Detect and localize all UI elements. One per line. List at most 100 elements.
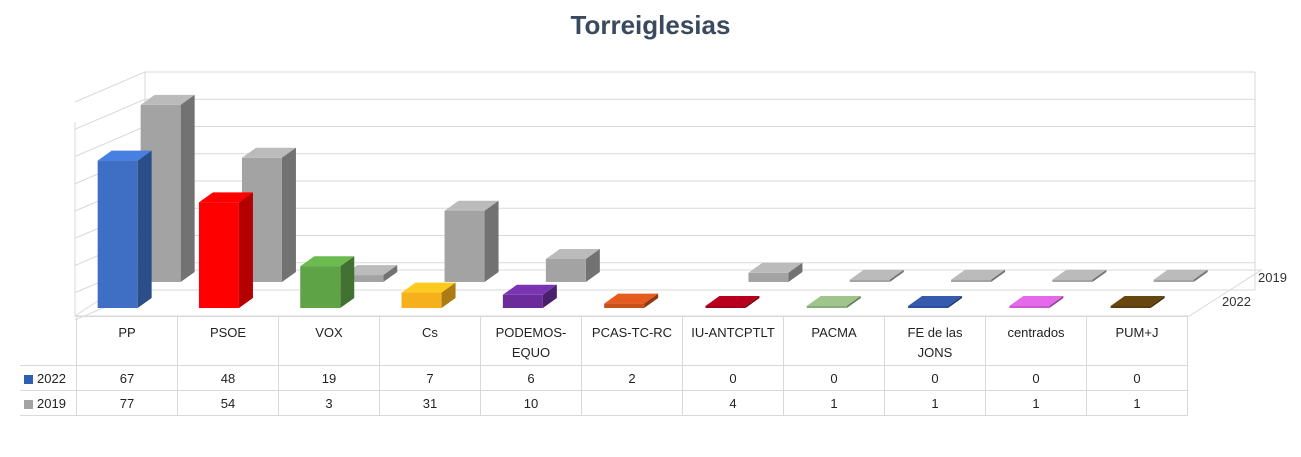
data-label: 10 <box>480 390 582 416</box>
bar-2022-9-side <box>1049 296 1064 308</box>
bar-2022-4-top <box>502 284 557 295</box>
category-label: PP <box>76 316 178 366</box>
data-label: 54 <box>177 390 279 416</box>
bar-2019-0-top <box>140 94 195 105</box>
legend-header-cell <box>20 316 77 366</box>
bar-2022-0-top <box>97 150 152 161</box>
bar-2019-9-front <box>1052 279 1093 282</box>
data-label: 48 <box>177 365 279 391</box>
bar-2022-10-side <box>1150 296 1165 308</box>
depth-label-2019: 2019 <box>1258 270 1287 285</box>
data-label: 6 <box>480 365 582 391</box>
chart-plot: 2019 2022 <box>73 71 1287 320</box>
legend-entry-2019: 2019 <box>20 390 77 416</box>
bar-2019-9-side <box>1092 269 1107 282</box>
category-label: PSOE <box>177 316 279 366</box>
bar-2019-2-front <box>343 275 384 282</box>
bar-2019-7-front <box>849 279 890 282</box>
category-label: VOX <box>278 316 380 366</box>
category-label: centrados <box>985 316 1087 366</box>
bar-2019-6-top <box>748 262 803 273</box>
bar-2022-2-front <box>300 266 341 308</box>
data-label: 67 <box>76 365 178 391</box>
data-label: 1 <box>1086 390 1188 416</box>
bar-2019-6-side <box>788 262 803 282</box>
category-label: PACMA <box>783 316 885 366</box>
category-label: FE de las JONS <box>884 316 986 366</box>
data-label: 1 <box>985 390 1087 416</box>
bar-2022-0-side <box>137 150 152 308</box>
category-label: Cs <box>379 316 481 366</box>
data-label: 0 <box>985 365 1087 391</box>
bar-2022-8-front <box>908 306 949 308</box>
bar-2022-6-side <box>745 296 760 308</box>
gridline-side <box>74 71 146 103</box>
bar-2022-10-front <box>1110 306 1151 308</box>
table-header-row: PP PSOE VOX Cs PODEMOS- EQUO PCAS-TC-RC IU-ANTC… <box>20 316 1188 366</box>
bar-2022-4-side <box>542 284 557 308</box>
bar-2022-9-top <box>1009 296 1064 306</box>
legend-swatch <box>24 374 33 384</box>
bar-2019-2-top <box>343 265 398 276</box>
bar-2022-0-front <box>97 160 138 308</box>
data-label: 1 <box>884 390 986 416</box>
data-label: 31 <box>379 390 481 416</box>
table-row-2022: 2022 67 48 19 7 6 2 0 0 0 0 0 <box>20 365 1188 391</box>
bar-2019-10-side <box>1193 269 1208 282</box>
bar-2019-2-side <box>383 265 398 282</box>
bar-2022-1-front <box>198 202 239 308</box>
category-label: IU-ANTCPTLT <box>682 316 784 366</box>
bar-2019-8-top <box>951 269 1006 280</box>
bar-2022-9-front <box>1009 306 1050 308</box>
bar-2019-3-front <box>444 210 485 282</box>
bar-2019-10-front <box>1153 279 1194 282</box>
bar-2019-1-side <box>281 147 296 282</box>
data-label: 19 <box>278 365 380 391</box>
bar-2019-4-top <box>545 249 600 259</box>
bar-2019-1-top <box>241 147 296 158</box>
bar-2022-4-front <box>502 294 543 308</box>
gridline-side <box>74 98 146 130</box>
bar-2022-3-top <box>401 282 456 293</box>
bar-2022-5-side <box>644 293 659 308</box>
bar-2019-0-side <box>180 94 195 283</box>
bar-2019-3-top <box>444 200 499 211</box>
bar-2019-8-front <box>951 279 992 282</box>
bar-2019-4-side <box>585 249 600 282</box>
data-label: 0 <box>1086 365 1188 391</box>
table-row-2019: 2019 77 54 3 31 10 4 1 1 1 1 <box>20 390 1188 416</box>
gridline-side <box>74 126 146 157</box>
bar-2019-7-side <box>889 269 904 282</box>
bar-2022-7-side <box>846 296 861 308</box>
legend-label: 2022 <box>37 370 66 386</box>
bar-2019-9-top <box>1052 269 1107 280</box>
data-label: 2 <box>581 365 683 391</box>
data-label: 0 <box>783 365 885 391</box>
data-label: 7 <box>379 365 481 391</box>
legend-entry-2022: 2022 <box>20 365 77 391</box>
bar-2022-3-front <box>401 292 442 308</box>
data-label <box>581 390 683 416</box>
bar-2022-6-front <box>705 306 746 308</box>
bar-2022-8-top <box>908 296 963 306</box>
data-table: PP PSOE VOX Cs PODEMOS- EQUO PCAS-TC-RC IU-ANTC… <box>20 316 1188 416</box>
category-label: PODEMOS- EQUO <box>480 316 582 366</box>
data-label: 4 <box>682 390 784 416</box>
bar-2019-4-front <box>545 259 586 282</box>
bar-2019-10-top <box>1153 269 1208 280</box>
bar-2019-8-side <box>991 269 1006 282</box>
bar-2019-6-front <box>748 272 789 282</box>
bar-2022-2-top <box>300 256 355 267</box>
data-label: 3 <box>278 390 380 416</box>
bar-2022-2-side <box>340 256 355 308</box>
bar-2019-3-side <box>484 200 499 282</box>
legend-label: 2019 <box>37 395 66 411</box>
chart-title: Torreiglesias <box>570 10 731 40</box>
data-label: 0 <box>682 365 784 391</box>
bar-2022-1-top <box>198 192 253 203</box>
bar-2022-5-front <box>604 303 645 308</box>
category-label: PUM+J <box>1086 316 1188 366</box>
bar-2022-7-top <box>806 296 861 306</box>
bar-2022-3-side <box>441 282 456 308</box>
data-label: 1 <box>783 390 885 416</box>
